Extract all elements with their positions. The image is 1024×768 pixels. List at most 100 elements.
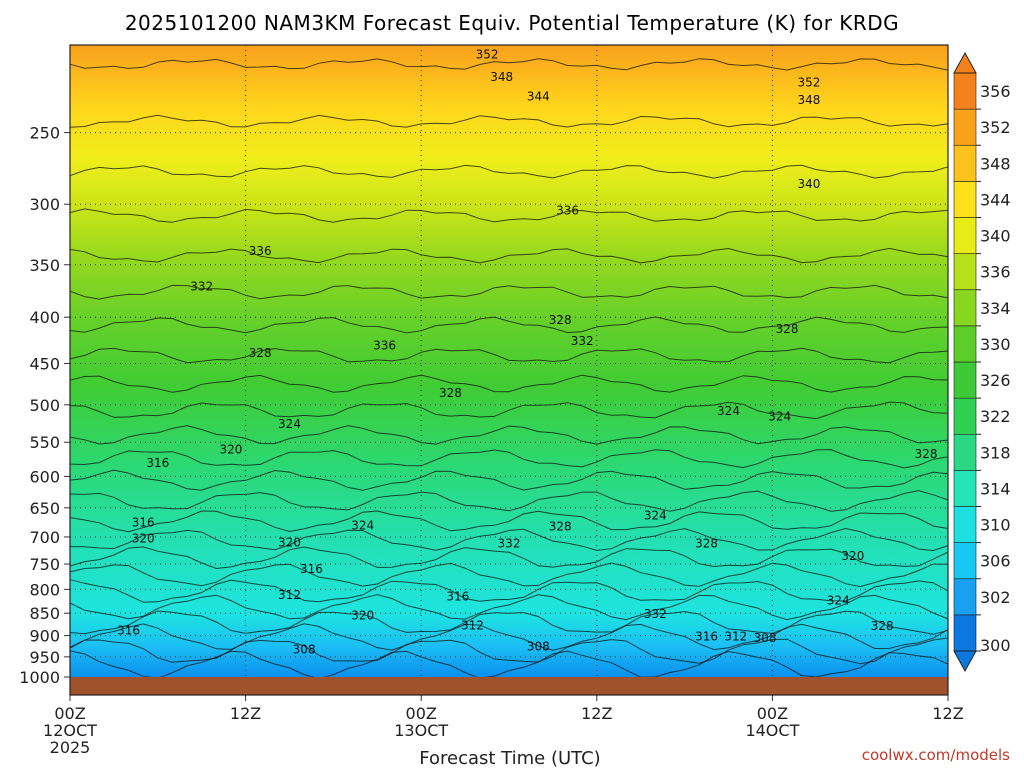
x-axis-label: Forecast Time (UTC) bbox=[419, 748, 600, 768]
contour-label: 328 bbox=[439, 386, 462, 400]
colorbar-label: 330 bbox=[980, 335, 1011, 354]
colorbar: 300 302 306 310 314 318 322 326 330 334 336 340 344 3… bbox=[953, 51, 1011, 673]
contour-label: 336 bbox=[556, 204, 579, 218]
axes: 250 300 350 400 450 500 550 600 650 700 750 800 850 9… bbox=[19, 44, 964, 757]
x-tick-label: 12Z bbox=[230, 704, 261, 723]
contour-line bbox=[69, 562, 949, 588]
contour-line bbox=[69, 401, 949, 420]
x-tick-label: 00Z bbox=[406, 704, 437, 723]
contour-line bbox=[69, 490, 949, 512]
contour-label: 324 bbox=[717, 404, 740, 418]
contour-label: 324 bbox=[278, 417, 301, 431]
colorbar-segment bbox=[953, 361, 977, 399]
colorbar-segment bbox=[953, 542, 977, 580]
contour-label: 316 bbox=[446, 590, 469, 604]
contour-label: 328 bbox=[249, 346, 272, 360]
colorbar-segment bbox=[953, 433, 977, 471]
colorbar-label: 318 bbox=[980, 443, 1011, 462]
colorbar-label: 322 bbox=[980, 407, 1011, 426]
colorbar-label: 344 bbox=[980, 190, 1011, 209]
contour-label: 320 bbox=[132, 532, 155, 546]
contour-label: 316 bbox=[146, 456, 169, 470]
contour-line bbox=[69, 594, 949, 621]
colorbar-segment bbox=[953, 325, 977, 363]
contour-label: 320 bbox=[220, 442, 243, 456]
colorbar-label: 300 bbox=[980, 636, 1011, 655]
contour-label: 312 bbox=[724, 629, 747, 643]
colorbar-label: 302 bbox=[980, 588, 1011, 607]
contour-label: 320 bbox=[841, 549, 864, 563]
contour-label: 332 bbox=[498, 537, 521, 551]
colorbar-segment bbox=[953, 108, 977, 146]
colorbar-label: 336 bbox=[980, 263, 1011, 282]
contour-label: 308 bbox=[754, 631, 777, 645]
contour-label: 328 bbox=[549, 313, 572, 327]
contour-line bbox=[69, 449, 949, 469]
contour-label: 316 bbox=[117, 623, 140, 637]
x-tick-label: 12Z bbox=[581, 704, 612, 723]
colorbar-label: 356 bbox=[980, 82, 1011, 101]
contour-label: 328 bbox=[695, 537, 718, 551]
y-tick-label: 400 bbox=[29, 308, 60, 327]
colorbar-segment bbox=[953, 506, 977, 543]
x-tick-label: 2025 bbox=[50, 738, 91, 757]
x-tick-label: 00Z bbox=[757, 704, 788, 723]
y-tick-label: 1000 bbox=[19, 668, 60, 687]
contour-label: 324 bbox=[768, 409, 791, 423]
y-tick-label: 950 bbox=[29, 648, 60, 667]
colorbar-segment bbox=[953, 614, 977, 652]
contour-label: 320 bbox=[278, 536, 301, 550]
colorbar-segment bbox=[953, 397, 977, 435]
x-tick-label: 13OCT bbox=[394, 721, 448, 740]
y-tick-label: 450 bbox=[29, 354, 60, 373]
contour-label: 316 bbox=[300, 562, 323, 576]
colorbar-label: 306 bbox=[980, 552, 1011, 571]
y-tick-label: 700 bbox=[29, 528, 60, 547]
contour-line bbox=[69, 546, 949, 570]
colorbar-bottom-arrow bbox=[953, 650, 977, 673]
contour-line bbox=[69, 650, 949, 680]
contour-line bbox=[69, 316, 949, 334]
y-tick-label: 350 bbox=[29, 256, 60, 275]
contour-line bbox=[69, 114, 949, 128]
contour-line bbox=[69, 623, 949, 651]
contour-line bbox=[69, 469, 949, 491]
colorbar-top-arrow bbox=[953, 51, 977, 74]
y-tick-label: 650 bbox=[29, 499, 60, 518]
y-tick-label: 800 bbox=[29, 580, 60, 599]
colorbar-label: 314 bbox=[980, 479, 1011, 498]
x-tick-label: 14OCT bbox=[745, 721, 799, 740]
contour-line bbox=[69, 347, 949, 364]
colorbar-segment bbox=[953, 181, 977, 218]
ground-bar bbox=[70, 677, 948, 695]
plot-area bbox=[69, 45, 949, 695]
colorbar-segment bbox=[953, 253, 977, 291]
colorbar-segment bbox=[953, 72, 977, 110]
contour-label: 352 bbox=[798, 75, 821, 89]
x-tick-label: 00Z bbox=[54, 704, 85, 723]
contour-label: 332 bbox=[571, 334, 594, 348]
contour-line bbox=[69, 610, 949, 635]
x-tick-label: 12OCT bbox=[43, 721, 97, 740]
contour-label: 352 bbox=[476, 48, 499, 62]
colorbar-label: 352 bbox=[980, 118, 1011, 137]
contour-label: 312 bbox=[278, 588, 301, 602]
y-tick-label: 600 bbox=[29, 467, 60, 486]
contour-label: 324 bbox=[827, 594, 850, 608]
contour-label: 320 bbox=[351, 608, 374, 622]
contour-line bbox=[69, 579, 949, 603]
contour-label: 308 bbox=[527, 639, 550, 653]
contour-label: 348 bbox=[798, 93, 821, 107]
contour-label: 316 bbox=[695, 629, 718, 643]
colorbar-label: 310 bbox=[980, 516, 1011, 535]
contour-label: 324 bbox=[644, 509, 667, 523]
contour-line bbox=[69, 208, 949, 223]
contour-line bbox=[69, 164, 949, 179]
contour-label: 336 bbox=[249, 244, 272, 258]
contour-line bbox=[69, 425, 949, 445]
contour-line bbox=[69, 247, 949, 264]
y-tick-label: 300 bbox=[29, 195, 60, 214]
y-tick-label: 250 bbox=[29, 124, 60, 143]
colorbar-segment bbox=[953, 217, 977, 254]
